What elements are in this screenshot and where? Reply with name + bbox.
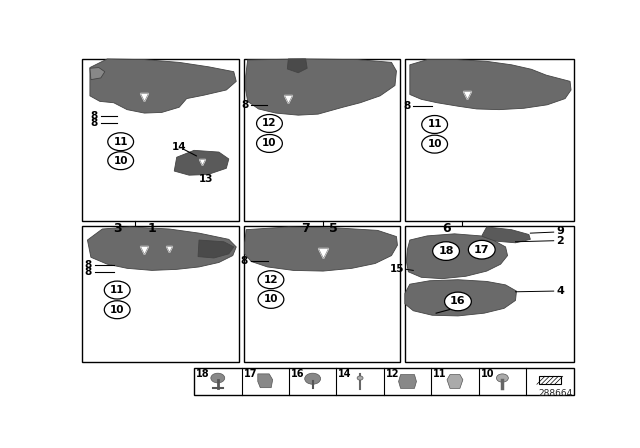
Text: 10: 10 — [113, 156, 128, 166]
Circle shape — [104, 281, 130, 299]
Polygon shape — [287, 59, 307, 73]
Bar — [83, 226, 239, 362]
Text: 2: 2 — [556, 236, 564, 246]
Text: 8: 8 — [403, 101, 410, 111]
Bar — [244, 226, 400, 362]
Text: 13: 13 — [199, 174, 214, 184]
Circle shape — [257, 115, 282, 133]
Circle shape — [211, 373, 225, 383]
Text: 8: 8 — [91, 111, 98, 121]
Bar — [194, 368, 573, 395]
Text: 17: 17 — [243, 369, 257, 379]
Circle shape — [433, 242, 460, 260]
Text: 6: 6 — [443, 223, 451, 236]
Circle shape — [422, 135, 447, 153]
Polygon shape — [410, 60, 571, 110]
Circle shape — [305, 373, 321, 384]
Circle shape — [445, 292, 471, 311]
Circle shape — [108, 133, 134, 151]
Text: 16: 16 — [291, 369, 305, 379]
Text: 11: 11 — [428, 120, 442, 129]
Text: 11: 11 — [110, 285, 124, 295]
Circle shape — [422, 116, 447, 134]
Polygon shape — [406, 234, 508, 279]
Circle shape — [468, 241, 495, 259]
Circle shape — [104, 301, 130, 319]
Circle shape — [497, 374, 508, 382]
Text: 11: 11 — [433, 369, 447, 379]
Text: 15: 15 — [389, 264, 404, 274]
Text: 5: 5 — [328, 223, 337, 236]
Text: 10: 10 — [262, 138, 276, 148]
Polygon shape — [539, 376, 561, 384]
Text: 12: 12 — [264, 275, 278, 285]
Circle shape — [257, 134, 282, 152]
Text: 288664: 288664 — [538, 389, 573, 398]
Polygon shape — [482, 227, 531, 243]
Text: 8: 8 — [241, 100, 249, 110]
Polygon shape — [174, 151, 229, 175]
Text: 10: 10 — [428, 139, 442, 149]
Polygon shape — [198, 240, 234, 258]
Text: 8: 8 — [91, 118, 98, 128]
Text: 11: 11 — [113, 137, 128, 147]
Text: 10: 10 — [264, 294, 278, 304]
Circle shape — [108, 152, 134, 170]
Polygon shape — [405, 280, 516, 316]
Text: 4: 4 — [556, 286, 564, 296]
Text: 12: 12 — [386, 369, 399, 379]
Text: 1: 1 — [148, 223, 156, 236]
Polygon shape — [246, 59, 396, 115]
Circle shape — [258, 290, 284, 308]
Text: 3: 3 — [113, 223, 122, 236]
Text: 10: 10 — [110, 305, 124, 315]
Polygon shape — [90, 59, 236, 113]
Bar — [405, 59, 573, 221]
Text: 18: 18 — [196, 369, 210, 379]
Bar — [405, 226, 573, 362]
Text: 10: 10 — [481, 369, 494, 379]
Circle shape — [258, 271, 284, 289]
Text: 8: 8 — [84, 260, 92, 270]
Text: 12: 12 — [262, 118, 276, 129]
Polygon shape — [258, 374, 273, 388]
Bar — [244, 59, 400, 221]
Text: 14: 14 — [172, 142, 186, 152]
Text: 8: 8 — [241, 256, 248, 266]
Text: 9: 9 — [556, 226, 564, 237]
Polygon shape — [90, 68, 105, 80]
Bar — [83, 59, 239, 221]
Text: 8: 8 — [84, 267, 92, 277]
Text: 14: 14 — [339, 369, 352, 379]
Text: 7: 7 — [301, 223, 310, 236]
Polygon shape — [244, 227, 397, 271]
Polygon shape — [399, 375, 417, 388]
Text: 17: 17 — [474, 245, 490, 255]
Text: 16: 16 — [450, 297, 466, 306]
Circle shape — [357, 376, 363, 380]
Polygon shape — [88, 227, 236, 271]
Text: 18: 18 — [438, 246, 454, 256]
Polygon shape — [447, 375, 463, 388]
